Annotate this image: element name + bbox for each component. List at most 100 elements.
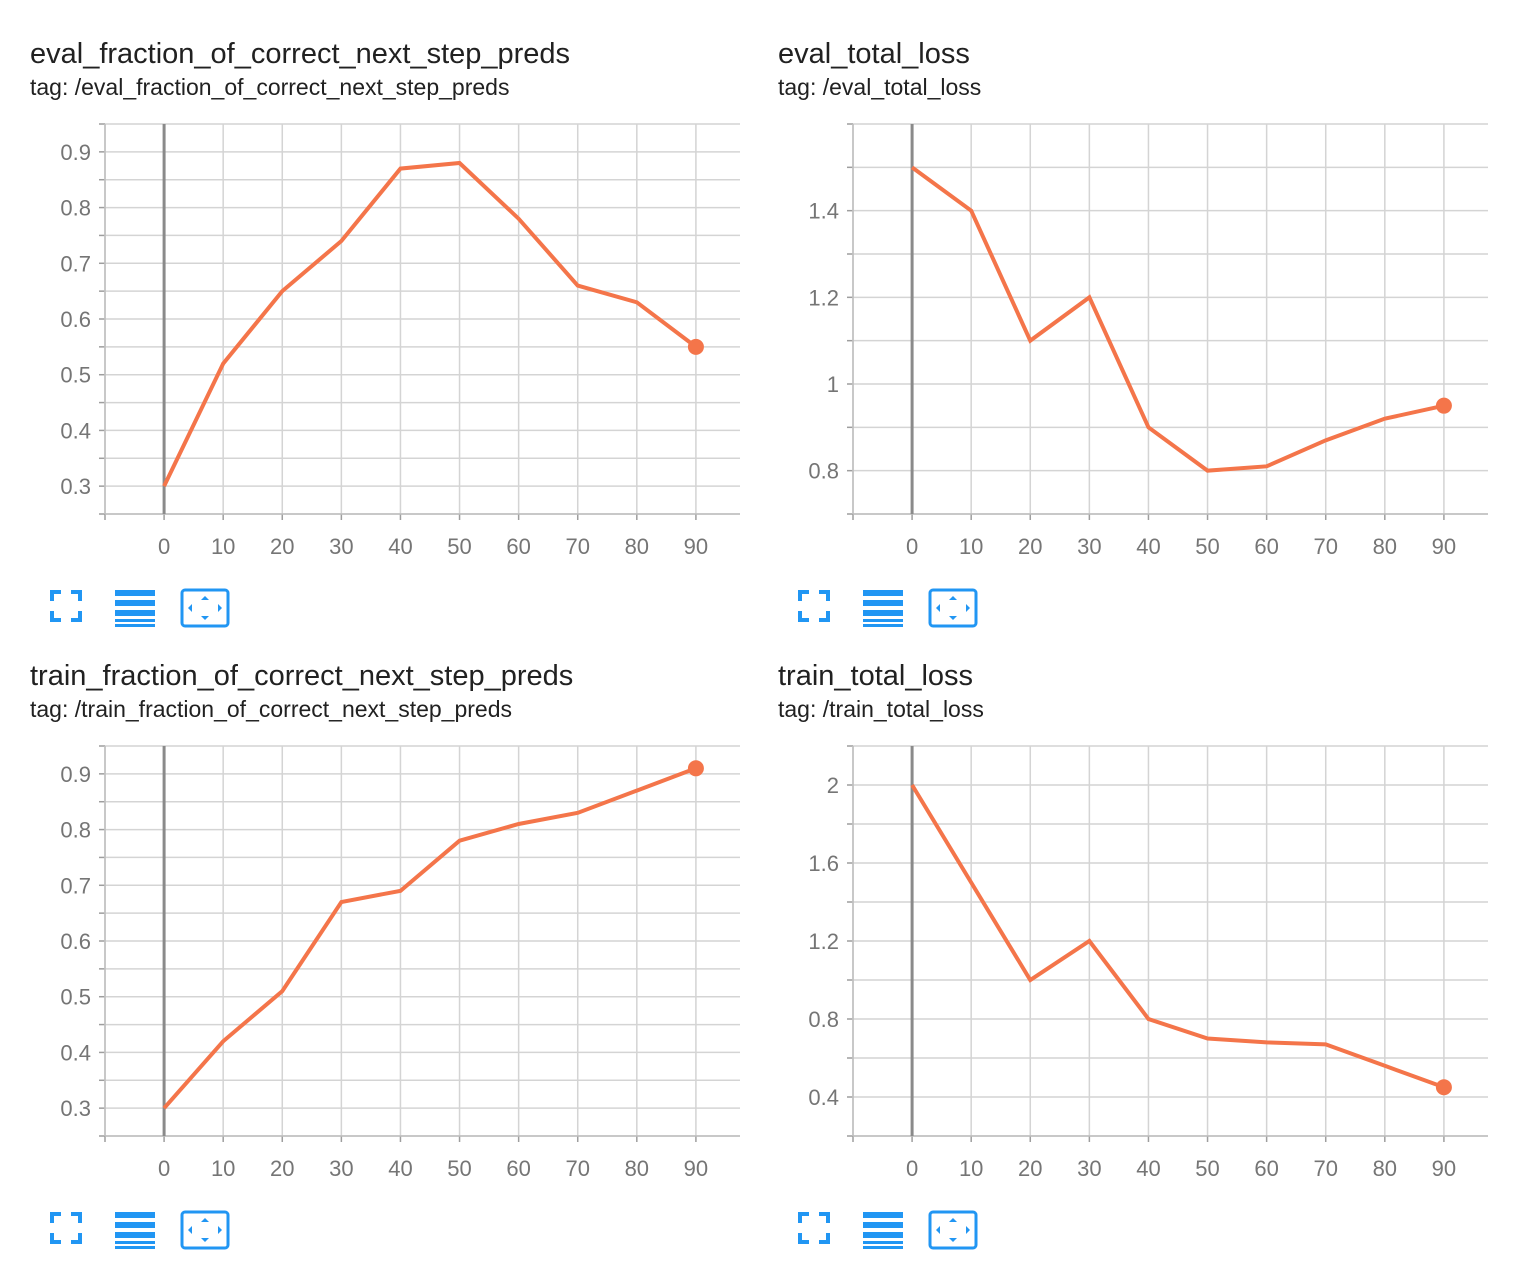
fullscreen-corners-icon <box>798 1212 830 1244</box>
x-tick-label: 20 <box>270 1156 294 1181</box>
line-chart-eval-fraction[interactable]: 0.3 0.4 0.5 0.6 0.7 0.8 0.9 0 10 20 30 40 50 60 70 80 90 <box>0 36 740 566</box>
series-line <box>910 165 1445 473</box>
x-tick-label: 70 <box>565 1156 589 1181</box>
x-tick-label: 40 <box>388 1156 412 1181</box>
reset-zoom-button[interactable] <box>180 1210 230 1250</box>
x-tick-label: 60 <box>506 534 530 559</box>
x-tick-label: 30 <box>329 534 353 559</box>
chart-card-eval-fraction: eval_fraction_of_correct_next_step_preds… <box>30 36 770 636</box>
x-tick-label: 40 <box>388 534 412 559</box>
chart-card-eval-loss: eval_total_loss tag: /eval_total_loss 0.… <box>778 36 1518 636</box>
x-tick-label: 0 <box>158 1156 170 1181</box>
x-tick-label: 40 <box>1136 1156 1160 1181</box>
y-tick-label: 0.6 <box>60 929 91 954</box>
fit-domain-button[interactable] <box>48 588 98 628</box>
y-tick-label: 0.7 <box>60 873 91 898</box>
x-tick-label: 0 <box>906 534 918 559</box>
reset-zoom-button[interactable] <box>180 588 230 628</box>
y-tick-label: 0.8 <box>808 459 839 484</box>
x-tick-label: 70 <box>1313 1156 1337 1181</box>
fullscreen-corners-icon <box>798 590 830 622</box>
last-point-marker[interactable] <box>1435 397 1452 414</box>
y-tick-label: 1.2 <box>808 929 839 954</box>
x-tick-label: 90 <box>1432 1156 1456 1181</box>
x-tick-label: 10 <box>959 1156 983 1181</box>
y-tick-label: 0.9 <box>60 140 91 165</box>
fit-to-data-icon <box>180 588 230 628</box>
series-line <box>162 160 698 488</box>
x-tick-label: 10 <box>211 1156 235 1181</box>
x-tick-label: 80 <box>625 534 649 559</box>
x-tick-label: 50 <box>1195 1156 1219 1181</box>
y-tick-label: 0.8 <box>60 818 91 843</box>
last-point-marker[interactable] <box>687 760 704 777</box>
toggle-log-scale-button[interactable] <box>862 588 912 628</box>
grid <box>99 745 740 1142</box>
x-tick-label: 30 <box>1077 1156 1101 1181</box>
x-tick-label: 70 <box>1313 534 1337 559</box>
x-tick-label: 30 <box>1077 534 1101 559</box>
x-tick-label: 90 <box>684 534 708 559</box>
line-chart-train-fraction[interactable]: 0.3 0.4 0.5 0.6 0.7 0.8 0.9 0 10 20 30 40 50 60 70 80 90 <box>0 658 740 1188</box>
fit-domain-button[interactable] <box>48 1210 98 1250</box>
y-tick-label: 0.7 <box>60 251 91 276</box>
y-tick-label: 1.4 <box>808 199 839 224</box>
x-tick-label: 90 <box>684 1156 708 1181</box>
chart-title: eval_fraction_of_correct_next_step_preds <box>30 38 571 70</box>
chart-tag: tag: /train_total_loss <box>778 696 984 722</box>
line-chart-train-loss[interactable]: 0.40.81.21.620 10 20 30 40 50 60 70 80 90 <box>748 658 1488 1188</box>
x-tick-label: 10 <box>211 534 235 559</box>
fit-domain-button[interactable] <box>796 1210 846 1250</box>
y-tick-label: 0.4 <box>60 1040 91 1065</box>
last-point-marker[interactable] <box>1435 1079 1452 1096</box>
x-tick-label: 50 <box>1195 534 1219 559</box>
chart-title: train_fraction_of_correct_next_step_pred… <box>30 660 574 692</box>
x-tick-label: 80 <box>625 1156 649 1181</box>
y-tick-label: 0.5 <box>60 985 91 1010</box>
fullscreen-corners-icon <box>50 1212 82 1244</box>
x-tick-label: 80 <box>1373 534 1397 559</box>
x-tick-label: 50 <box>447 1156 471 1181</box>
y-tick-label: 0.4 <box>60 418 91 443</box>
y-tick-label: 1.6 <box>808 851 839 876</box>
x-tick-label: 80 <box>1373 1156 1397 1181</box>
chart-tag: tag: /train_fraction_of_correct_next_ste… <box>30 696 513 722</box>
line-chart-eval-loss[interactable]: 0.8 1 1.2 1.4 0 10 20 30 40 50 60 70 80 90 <box>748 36 1488 566</box>
y-tick-label: 0.5 <box>60 363 91 388</box>
toggle-log-scale-button[interactable] <box>862 1210 912 1250</box>
list-lines-icon <box>115 1212 155 1249</box>
y-tick-label: 0.9 <box>60 762 91 787</box>
list-lines-icon <box>115 590 155 627</box>
toggle-log-scale-button[interactable] <box>114 588 164 628</box>
y-tick-label: 0.3 <box>60 1096 91 1121</box>
chart-title: train_total_loss <box>778 660 974 692</box>
y-tick-label: 0.4 <box>808 1085 839 1110</box>
toggle-log-scale-button[interactable] <box>114 1210 164 1250</box>
x-tick-label: 90 <box>1432 534 1456 559</box>
x-tick-label: 70 <box>565 534 589 559</box>
fit-to-data-icon <box>180 1210 230 1250</box>
y-tick-label: 0.6 <box>60 307 91 332</box>
x-tick-label: 0 <box>158 534 170 559</box>
y-tick-label: 2 <box>827 773 839 798</box>
y-tick-label: 0.3 <box>60 474 91 499</box>
x-tick-label: 10 <box>959 534 983 559</box>
grid <box>847 123 1488 520</box>
y-tick-label: 0.8 <box>808 1007 839 1032</box>
list-lines-icon <box>863 590 903 627</box>
y-tick-label: 1.2 <box>808 285 839 310</box>
x-tick-label: 30 <box>329 1156 353 1181</box>
last-point-marker[interactable] <box>687 338 704 355</box>
x-tick-label: 40 <box>1136 534 1160 559</box>
series-line <box>162 766 697 1110</box>
x-tick-label: 0 <box>906 1156 918 1181</box>
reset-zoom-button[interactable] <box>928 588 978 628</box>
x-tick-label: 20 <box>270 534 294 559</box>
reset-zoom-button[interactable] <box>928 1210 978 1250</box>
y-tick-label: 0.8 <box>60 196 91 221</box>
chart-tag: tag: /eval_fraction_of_correct_next_step… <box>30 74 510 100</box>
x-tick-label: 60 <box>506 1156 530 1181</box>
fit-domain-button[interactable] <box>796 588 846 628</box>
x-tick-label: 50 <box>447 534 471 559</box>
fullscreen-corners-icon <box>50 590 82 622</box>
